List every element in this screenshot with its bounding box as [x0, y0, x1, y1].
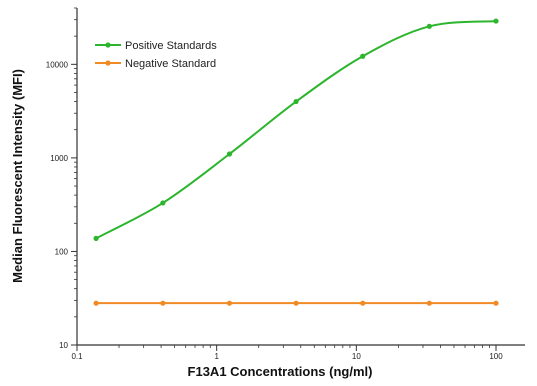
series-layer — [93, 18, 499, 306]
data-point — [293, 98, 299, 105]
data-point — [426, 23, 432, 29]
y-tick-label: 100 — [55, 247, 69, 256]
data-point — [160, 200, 166, 206]
data-point — [226, 300, 233, 306]
x-tick-label: 1 — [214, 352, 219, 361]
x-axis-title: F13A1 Concentrations (ng/ml) — [188, 364, 373, 379]
data-point — [360, 300, 366, 306]
y-axis-title: Median Fluorescent Intensity (MFI) — [10, 69, 25, 283]
y-tick-label: 1000 — [50, 154, 68, 163]
data-point — [426, 300, 432, 306]
x-tick-label: 10 — [352, 352, 361, 361]
series-negative-standard — [93, 300, 499, 306]
x-tick-label: 100 — [489, 352, 503, 361]
data-point — [93, 300, 99, 306]
y-tick-label: 10000 — [46, 60, 69, 69]
series-positive-standards — [93, 18, 499, 241]
data-point — [160, 300, 166, 306]
x-tick-label: 0.1 — [71, 352, 83, 361]
legend-marker — [105, 60, 111, 66]
y-tick-label: 10 — [59, 341, 68, 350]
x-axis-ticks: 0.1 1 10 100 — [71, 345, 503, 361]
data-point — [493, 18, 499, 24]
legend-label: Negative Standard — [125, 58, 216, 70]
data-point — [493, 300, 499, 306]
legend-item: Negative Standard — [95, 58, 216, 70]
legend-marker — [105, 42, 111, 48]
data-point — [226, 151, 233, 157]
data-point — [93, 235, 99, 241]
data-point — [293, 300, 299, 306]
legend-label: Positive Standards — [125, 40, 217, 52]
series-line — [95, 20, 497, 240]
data-point — [360, 53, 366, 59]
legend: Positive Standards Negative Standard — [95, 40, 217, 70]
y-axis-ticks: 10 100 1000 10000 — [46, 7, 77, 350]
legend-item: Positive Standards — [95, 40, 217, 52]
